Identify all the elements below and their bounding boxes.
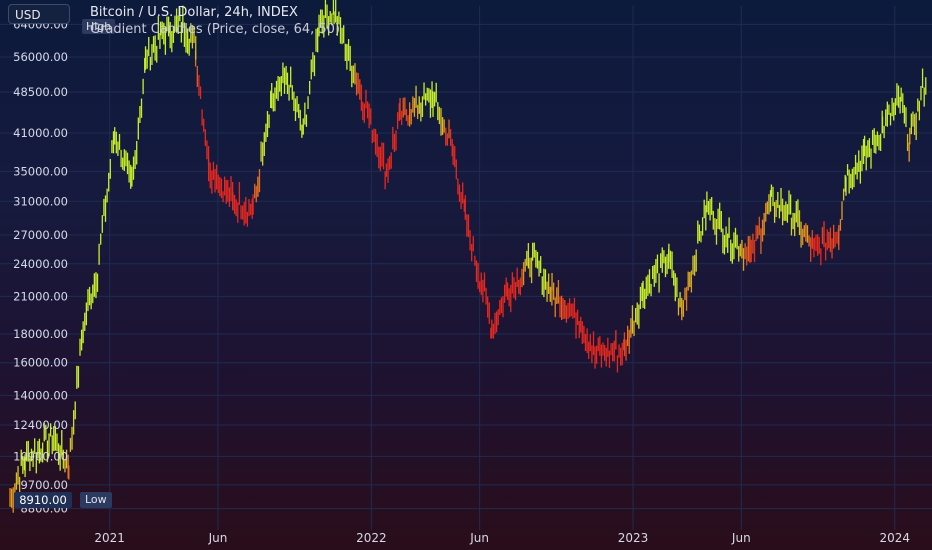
y-tick-label: 12400.00 bbox=[13, 418, 68, 432]
y-tick-label: 21000.00 bbox=[13, 289, 68, 303]
y-tick-label: 56000.00 bbox=[13, 50, 68, 64]
y-tick-label: 14000.00 bbox=[13, 388, 68, 402]
low-tag: Low bbox=[80, 492, 112, 508]
y-tick-label: 10900.00 bbox=[13, 449, 68, 463]
y-tick-label: 31000.00 bbox=[13, 194, 68, 208]
chart-title: Bitcoin / U.S. Dollar, 24h, INDEX bbox=[90, 5, 298, 20]
x-tick-label: 2024 bbox=[879, 531, 910, 545]
y-tick-label: 48500.00 bbox=[13, 85, 68, 99]
y-tick-label: 16000.00 bbox=[13, 356, 68, 370]
x-tick-label: 2023 bbox=[618, 531, 649, 545]
y-tick-label: 24000.00 bbox=[13, 257, 68, 271]
y-tick-label: 9700.00 bbox=[20, 478, 68, 492]
symbol-button[interactable]: USD bbox=[8, 4, 70, 24]
low-price-tag: 8910.00 bbox=[14, 492, 72, 508]
time-axis[interactable]: 2021 Jun 2022 Jun 2023 Jun 2024 bbox=[94, 531, 910, 545]
y-tick-label: 35000.00 bbox=[13, 165, 68, 179]
y-tick-label: 18000.00 bbox=[13, 327, 68, 341]
y-tick-label: 27000.00 bbox=[13, 228, 68, 242]
high-tag: High bbox=[82, 19, 116, 34]
price-candles bbox=[9, 0, 927, 513]
x-tick-label: Jun bbox=[731, 531, 751, 545]
price-axis[interactable]: 64000.0056000.0048500.0041000.0035000.00… bbox=[13, 17, 68, 515]
x-tick-label: Jun bbox=[208, 531, 228, 545]
grid-lines bbox=[0, 6, 932, 530]
x-tick-label: 2022 bbox=[356, 531, 387, 545]
x-tick-label: 2021 bbox=[94, 531, 125, 545]
x-tick-label: Jun bbox=[469, 531, 489, 545]
indicator-legend[interactable]: Gradient Candles (Price, close, 64, 50) bbox=[90, 22, 340, 37]
y-tick-label: 41000.00 bbox=[13, 126, 68, 140]
